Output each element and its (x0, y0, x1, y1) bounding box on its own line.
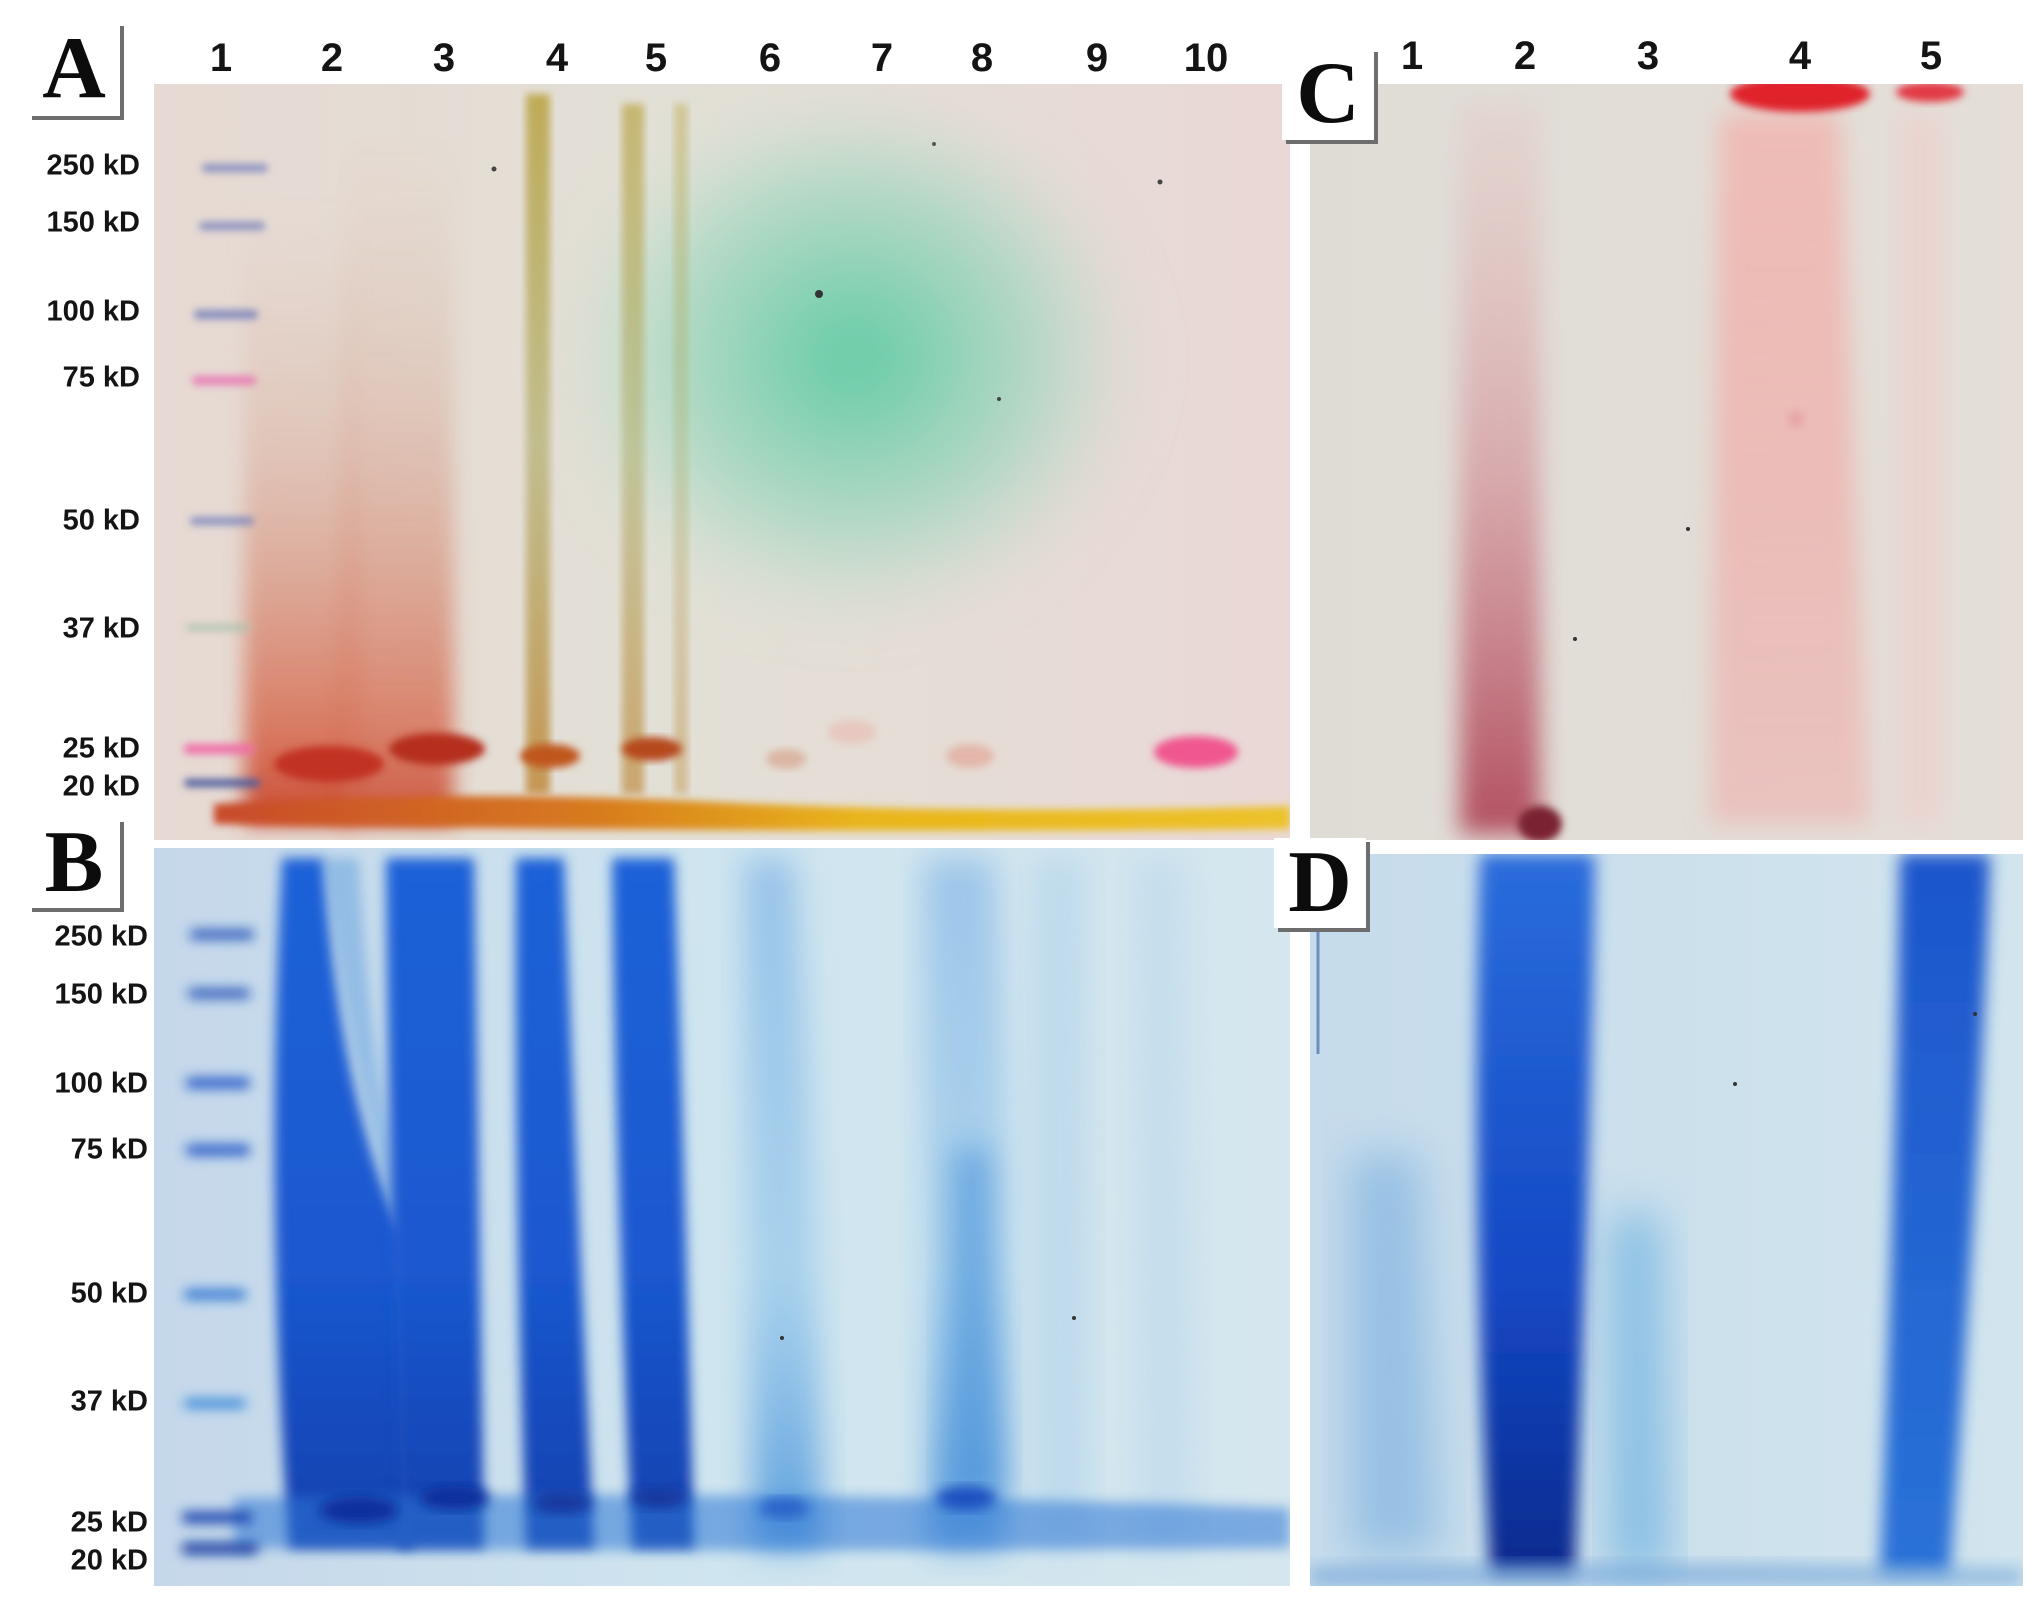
lane-number-c-2: 2 (1513, 34, 1537, 78)
lane-number-a-10: 10 (1183, 36, 1229, 80)
panel-letter-d: D (1274, 838, 1366, 928)
lane-number-a-7: 7 (870, 36, 894, 80)
panel-letter-b: B (28, 818, 120, 908)
gel-panel-b-image (154, 848, 1290, 1586)
lane-number-c-1: 1 (1400, 34, 1424, 78)
gel-panel-c-image (1310, 84, 2023, 840)
marker-label-a-150: 150 kD (46, 206, 140, 239)
marker-label-b-250: 250 kD (54, 920, 148, 953)
gel-panel-c (1310, 84, 2023, 840)
marker-label-b-20: 20 kD (70, 1544, 148, 1577)
lane-number-a-3: 3 (432, 36, 456, 80)
marker-label-b-25: 25 kD (70, 1506, 148, 1539)
gel-panel-d (1310, 854, 2023, 1586)
lane-number-c-3: 3 (1636, 34, 1660, 78)
lane-number-a-8: 8 (970, 36, 994, 80)
marker-label-b-100: 100 kD (54, 1067, 148, 1100)
marker-label-b-50: 50 kD (70, 1277, 148, 1310)
lane-number-c-4: 4 (1788, 34, 1812, 78)
marker-label-a-50: 50 kD (62, 504, 140, 537)
panel-letter-c: C (1282, 48, 1374, 140)
marker-ladder-b (182, 930, 258, 1554)
gel-panel-a-image (154, 84, 1290, 840)
marker-label-a-25: 25 kD (62, 732, 140, 765)
lane-number-a-1: 1 (209, 36, 233, 80)
marker-label-a-75: 75 kD (62, 361, 140, 394)
marker-label-a-250: 250 kD (46, 149, 140, 182)
lane-number-a-2: 2 (320, 36, 344, 80)
lane-number-a-9: 9 (1085, 36, 1109, 80)
marker-label-a-37: 37 kD (62, 612, 140, 645)
lane-number-c-5: 5 (1919, 34, 1943, 78)
marker-label-a-100: 100 kD (46, 295, 140, 328)
gel-panel-d-image (1310, 854, 2023, 1586)
gel-panel-b (154, 848, 1290, 1586)
panel-letter-a: A (28, 22, 120, 116)
lane-number-a-5: 5 (644, 36, 668, 80)
marker-label-b-150: 150 kD (54, 978, 148, 1011)
gel-panel-a (154, 84, 1290, 840)
marker-label-a-20: 20 kD (62, 770, 140, 803)
marker-ladder-a (184, 164, 268, 787)
marker-label-b-75: 75 kD (70, 1133, 148, 1166)
lane-number-a-4: 4 (545, 36, 569, 80)
marker-label-b-37: 37 kD (70, 1385, 148, 1418)
lane-number-a-6: 6 (758, 36, 782, 80)
